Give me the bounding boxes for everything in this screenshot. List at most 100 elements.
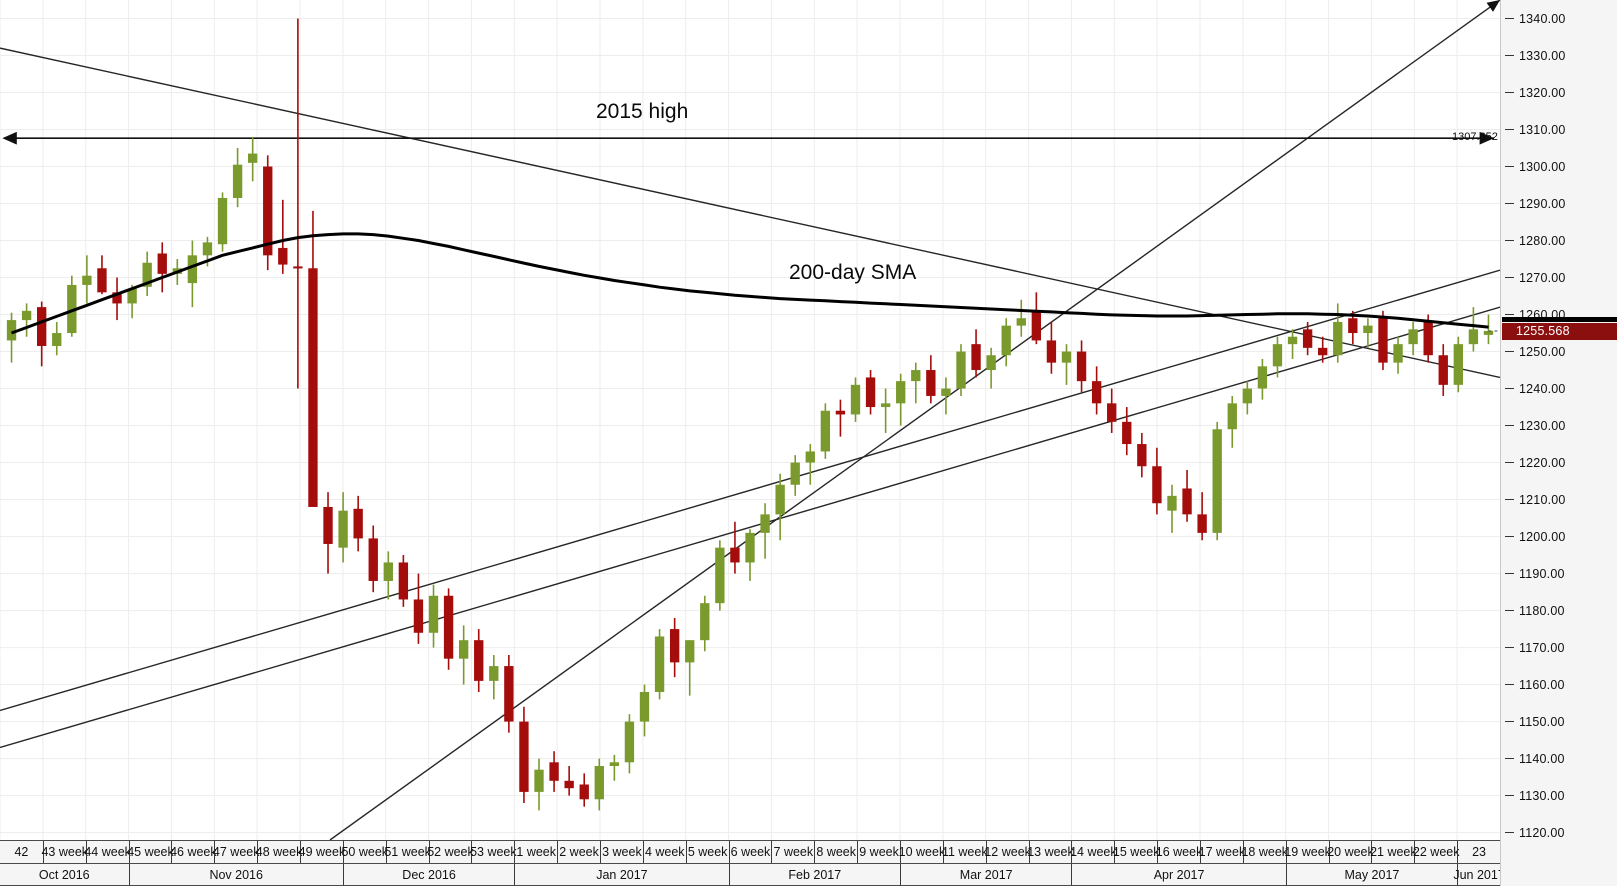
candle-body[interactable] <box>1287 336 1298 345</box>
month-label[interactable]: Mar 2017 <box>900 864 1071 885</box>
candle-body[interactable] <box>82 275 92 285</box>
week-label[interactable]: 14 week <box>1070 841 1117 863</box>
month-label[interactable]: Jun 2017 <box>1453 864 1500 885</box>
candle-body[interactable] <box>911 370 921 382</box>
candle-body[interactable] <box>217 197 228 245</box>
time-axis[interactable]: 42 43 week 44 week 45 week 46 week 47 week 48 … <box>0 840 1617 896</box>
candle-body[interactable] <box>1242 388 1253 404</box>
candle-body[interactable] <box>820 410 831 452</box>
trendline-descending-resistance[interactable] <box>0 47 1500 379</box>
candle-body[interactable] <box>1483 330 1494 335</box>
candle-body[interactable] <box>157 253 167 274</box>
candle-body[interactable] <box>1453 344 1463 385</box>
week-strip[interactable]: 42 43 week 44 week 45 week 46 week 47 week 48 … <box>0 840 1500 864</box>
week-label[interactable]: 43 week <box>41 841 88 863</box>
week-label[interactable]: 16 week <box>1156 841 1202 863</box>
candle-body[interactable] <box>413 599 424 633</box>
candle-body[interactable] <box>805 451 815 463</box>
candle-body[interactable] <box>1091 381 1102 404</box>
week-label[interactable]: 22 week <box>1413 841 1459 863</box>
week-label[interactable]: 19 week <box>1284 841 1331 863</box>
candle-body[interactable] <box>654 636 665 692</box>
month-label[interactable]: Apr 2017 <box>1071 864 1285 885</box>
candle-body[interactable] <box>97 268 107 293</box>
candle-body[interactable] <box>37 307 47 346</box>
month-label[interactable]: May 2017 <box>1285 864 1457 885</box>
candle-body[interactable] <box>685 640 695 663</box>
candle-body[interactable] <box>534 769 544 792</box>
candle-body[interactable] <box>835 410 846 415</box>
week-label[interactable]: 6 week <box>728 841 772 863</box>
candle-body[interactable] <box>1076 351 1087 382</box>
candle-body[interactable] <box>850 384 861 415</box>
week-label[interactable]: 12 week <box>984 841 1031 863</box>
candle-body[interactable] <box>1257 366 1268 389</box>
week-label[interactable]: 2 week <box>557 841 600 863</box>
candle-body[interactable] <box>474 640 484 681</box>
week-label[interactable]: 13 week <box>1027 841 1074 863</box>
candle-body[interactable] <box>865 377 876 408</box>
candle-body[interactable] <box>986 355 996 371</box>
week-label[interactable]: 47 week <box>213 841 259 863</box>
candle-body[interactable] <box>549 762 559 781</box>
candle-body[interactable] <box>1046 340 1057 363</box>
candle-body[interactable] <box>278 247 288 265</box>
candle-body[interactable] <box>428 595 439 633</box>
candle-body[interactable] <box>745 532 755 563</box>
week-label[interactable]: 1 week <box>514 841 557 863</box>
sma-200-line[interactable] <box>10 232 1489 335</box>
candle-body[interactable] <box>1378 318 1388 363</box>
week-label[interactable]: 18 week <box>1241 841 1288 863</box>
candle-body[interactable] <box>1197 514 1207 533</box>
week-label[interactable]: 20 week <box>1327 841 1374 863</box>
candle-body[interactable] <box>775 484 785 515</box>
week-label[interactable]: 23 <box>1457 841 1500 863</box>
candle-body[interactable] <box>519 721 529 792</box>
candle-body[interactable] <box>67 284 77 334</box>
candle-body[interactable] <box>609 762 620 766</box>
week-label[interactable]: 51 week <box>384 841 431 863</box>
month-label[interactable]: Nov 2016 <box>128 864 343 885</box>
week-label[interactable]: 48 week <box>256 841 302 863</box>
month-label[interactable]: Jan 2017 <box>514 864 728 885</box>
candle-body[interactable] <box>1016 318 1026 326</box>
week-label[interactable]: 45 week <box>127 841 174 863</box>
week-label[interactable]: 50 week <box>341 841 388 863</box>
week-label[interactable]: 10 week <box>899 841 945 863</box>
candle-body[interactable] <box>700 603 710 641</box>
week-label[interactable]: 15 week <box>1113 841 1159 863</box>
candle-body[interactable] <box>669 629 680 663</box>
chart-plot-area[interactable]: 2015 high 200-day SMA <box>0 0 1500 840</box>
candle-body[interactable] <box>1468 329 1479 345</box>
candle-body[interactable] <box>880 403 891 408</box>
trendline-rising-channel-mid[interactable] <box>0 306 1500 749</box>
candle-body[interactable] <box>1061 351 1072 363</box>
candle-body[interactable] <box>1227 403 1237 430</box>
week-label[interactable]: 4 week <box>642 841 686 863</box>
candle-body[interactable] <box>1152 466 1162 504</box>
candle-body[interactable] <box>624 721 635 763</box>
candle-body[interactable] <box>308 268 318 507</box>
candle-body[interactable] <box>323 506 333 544</box>
month-label[interactable]: Oct 2016 <box>38 867 90 882</box>
candle-body[interactable] <box>142 262 152 287</box>
candle-body[interactable] <box>1167 495 1177 511</box>
candle-body[interactable] <box>1122 421 1132 445</box>
candle-body[interactable] <box>926 370 936 396</box>
week-label[interactable]: 44 week <box>84 841 131 863</box>
candle-body[interactable] <box>1107 403 1117 422</box>
candle-body[interactable] <box>941 388 951 396</box>
candle-body[interactable] <box>1333 321 1343 356</box>
candle-body[interactable] <box>21 310 32 321</box>
week-label[interactable]: 3 week <box>600 841 643 863</box>
week-label[interactable]: 9 week <box>857 841 900 863</box>
candle-body[interactable] <box>790 462 800 485</box>
candle-body[interactable] <box>6 320 17 341</box>
candle-body[interactable] <box>247 153 258 163</box>
candle-body[interactable] <box>202 242 213 256</box>
candle-body[interactable] <box>368 538 378 581</box>
candle-body[interactable] <box>52 333 62 346</box>
candle-body[interactable] <box>1212 429 1222 533</box>
candle-body[interactable] <box>187 255 198 284</box>
candle-body[interactable] <box>263 166 273 256</box>
